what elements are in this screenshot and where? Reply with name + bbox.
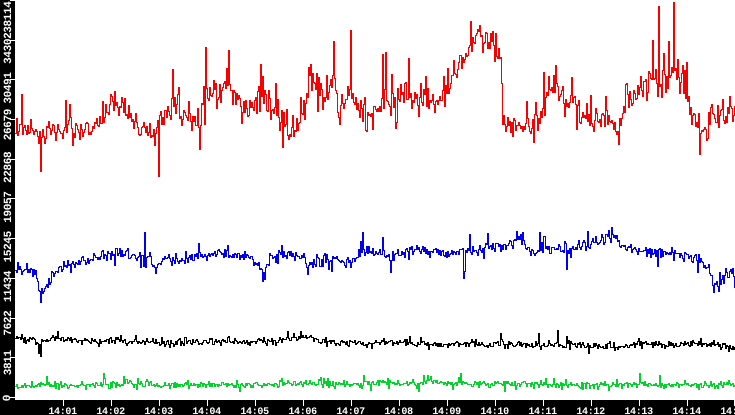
svg-text:22868: 22868: [3, 151, 15, 183]
svg-text:34302: 34302: [3, 33, 15, 64]
svg-text:14:06: 14:06: [288, 407, 317, 415]
svg-text:14:11: 14:11: [528, 407, 557, 415]
svg-text:14:12: 14:12: [576, 407, 605, 415]
svg-text:14:09: 14:09: [432, 407, 461, 415]
svg-text:14:08: 14:08: [384, 407, 413, 415]
svg-text:7622: 7622: [3, 311, 15, 336]
svg-text:14:14: 14:14: [672, 407, 701, 415]
svg-text:14:04: 14:04: [192, 407, 221, 415]
svg-text:19057: 19057: [3, 192, 15, 223]
svg-text:15245: 15245: [3, 230, 15, 262]
svg-text:14:05: 14:05: [240, 407, 269, 415]
svg-text:14:03: 14:03: [144, 407, 173, 415]
svg-text:14:01: 14:01: [48, 407, 77, 415]
svg-text:30491: 30491: [3, 72, 15, 104]
svg-text:14:07: 14:07: [336, 407, 365, 415]
svg-text:14:15: 14:15: [720, 407, 735, 415]
svg-text:14:10: 14:10: [480, 407, 509, 415]
svg-text:14:13: 14:13: [624, 407, 653, 415]
svg-text:14:02: 14:02: [96, 407, 125, 415]
svg-text:3811: 3811: [3, 350, 15, 376]
svg-text:11434: 11434: [3, 270, 15, 302]
svg-text:0: 0: [2, 395, 14, 401]
svg-text:38114: 38114: [3, 1, 15, 33]
svg-text:26679: 26679: [3, 109, 15, 140]
